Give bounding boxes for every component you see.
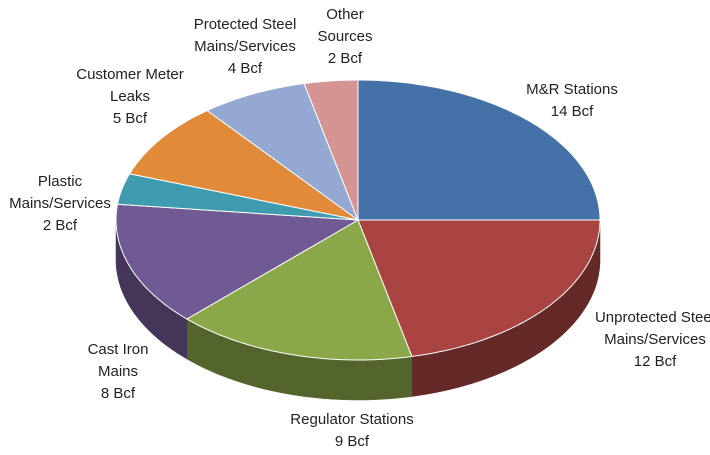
value-label: 8 Bcf [101,385,136,402]
value-label: 5 Bcf [113,110,148,127]
value-label: 14 Bcf [551,103,594,120]
slice-label: Cast Iron Mains [88,341,149,380]
slice-label: Regulator Stations [290,411,413,428]
value-label: 2 Bcf [43,217,78,234]
slice [357,219,601,358]
slice [357,79,601,221]
slice-label: Plastic Mains/Services [9,173,111,212]
slice [115,203,360,320]
slice-label: Other Sources [317,6,372,45]
slice [185,219,413,361]
value-label: 2 Bcf [328,50,363,67]
slice-label: Customer Meter Leaks [76,66,184,105]
slice-label: Unprotected Steel Mains/Services [595,309,710,348]
value-label: 4 Bcf [228,60,263,77]
slice [206,82,360,222]
slice [116,173,359,221]
value-label: 9 Bcf [335,433,370,450]
slice [303,79,359,221]
slice [128,109,359,221]
slice-label: Protected Steel Mains/Services [194,16,297,55]
slice-label: M&R Stations [526,81,618,98]
value-label: 12 Bcf [634,353,677,370]
